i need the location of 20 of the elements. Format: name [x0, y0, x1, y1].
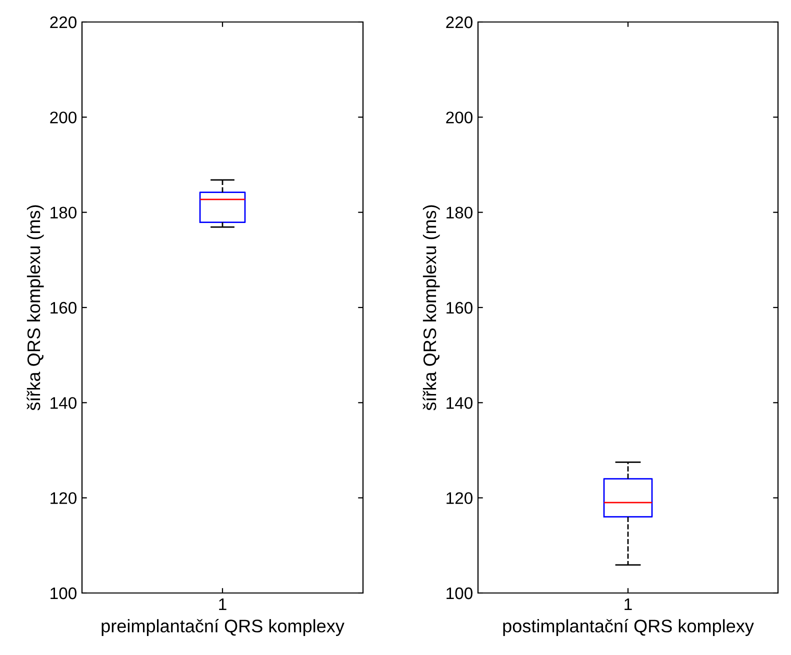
- y-tick-label: 120: [50, 492, 76, 504]
- y-tick-label: 180: [446, 206, 472, 219]
- y-tick-label: 200: [446, 112, 472, 124]
- x-tick-label: 1: [219, 598, 226, 610]
- y-tick-label: 140: [50, 397, 76, 409]
- x-tick-label: 1: [624, 598, 632, 610]
- y-tick-label: 160: [446, 302, 472, 314]
- y-tick-label: 180: [50, 206, 76, 219]
- y-tick-label: 220: [50, 16, 76, 28]
- y-axis-title: šířka QRS komplexu (ms): [26, 205, 44, 410]
- y-tick-label: 140: [446, 397, 472, 409]
- x-axis-title: postimplantační QRS komplexy: [503, 618, 754, 636]
- y-tick-label: 120: [446, 492, 472, 504]
- y-tick-label: 100: [50, 587, 76, 600]
- y-tick-label: 100: [446, 587, 472, 600]
- y-tick-label: 220: [446, 16, 472, 28]
- y-axis-title: šířka QRS komplexu (ms): [422, 205, 440, 410]
- y-tick-label: 200: [50, 112, 76, 124]
- y-tick-label: 160: [50, 302, 76, 314]
- x-axis-title: preimplantační QRS komplexy: [102, 618, 344, 636]
